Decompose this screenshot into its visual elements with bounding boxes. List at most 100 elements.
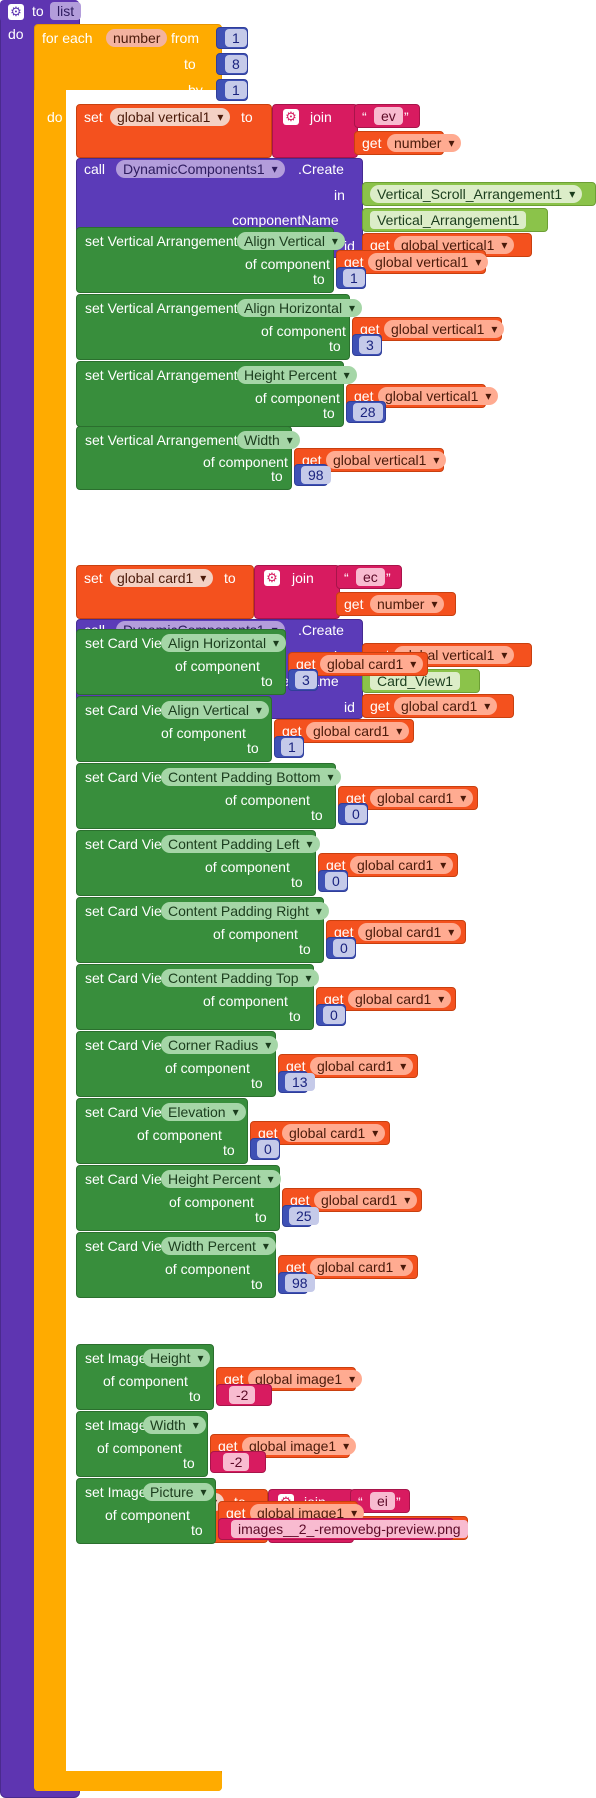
cv-content-padding-right-value-block[interactable]: 0	[326, 937, 356, 959]
cv-align-horizontal-value[interactable]: 3	[295, 671, 317, 689]
va-align-horizontal-property-dropdown[interactable]: Align Horizontal	[237, 299, 363, 317]
cv-content-padding-top-value-block[interactable]: 0	[316, 1004, 346, 1026]
cv-corner-radius-get-var-dropdown[interactable]: global card1	[310, 1057, 414, 1075]
scroll-arr-dropdown[interactable]: Vertical_Scroll_Arrangement1	[370, 185, 583, 203]
cv-content-padding-left-value[interactable]: 0	[325, 872, 347, 890]
text-ei-value[interactable]: ei	[370, 1492, 395, 1510]
cv-elevation-value-block[interactable]: 0	[250, 1138, 280, 1160]
cv-height-percent-get-var-dropdown[interactable]: global card1	[314, 1191, 418, 1209]
cv-width-percent-block[interactable]: set Card View.Width Percent of componentt…	[76, 1232, 276, 1298]
va-width-block[interactable]: set Vertical Arrangement.Width of compone…	[76, 426, 300, 490]
cv-content-padding-top-property-dropdown[interactable]: Content Padding Top	[161, 969, 319, 987]
img-picture-value[interactable]: images__2_-removebg-preview.png	[231, 1520, 468, 1538]
cv-align-horizontal-property-dropdown[interactable]: Align Horizontal	[161, 634, 287, 652]
vert-arr-name[interactable]: Vertical_Arrangement1	[370, 211, 527, 229]
cv-content-padding-left-get-var-dropdown[interactable]: global card1	[350, 856, 454, 874]
procedure-name-field[interactable]: list	[50, 2, 82, 20]
cv-corner-radius-value[interactable]: 13	[285, 1073, 315, 1091]
va-align-vertical-value[interactable]: 1	[343, 269, 365, 287]
cv-align-horizontal-value-block[interactable]: 3	[288, 669, 318, 691]
va-width-property-dropdown[interactable]: Width	[237, 431, 300, 449]
img-width-value-block[interactable]: -2	[210, 1451, 266, 1473]
loop-to-value[interactable]: 8	[225, 55, 247, 73]
img-picture-value-block[interactable]: images__2_-removebg-preview.png	[218, 1518, 468, 1540]
cv-height-percent-value[interactable]: 25	[289, 1207, 319, 1225]
img-height-value-block[interactable]: -2	[216, 1384, 272, 1406]
cv-content-padding-top-block[interactable]: set Card View.Content Padding Top of comp…	[76, 964, 319, 1030]
cv-content-padding-bottom-get-var-dropdown[interactable]: global card1	[370, 789, 474, 807]
img-height-property-dropdown[interactable]: Height	[143, 1349, 211, 1367]
img-picture-property-dropdown[interactable]: Picture	[143, 1483, 214, 1501]
cv-align-vertical-value-block[interactable]: 1	[274, 736, 304, 758]
card-view-name[interactable]: Card_View1	[370, 672, 461, 690]
va-height-percent-value[interactable]: 28	[353, 403, 383, 421]
vertical-var-dropdown[interactable]: global vertical1	[394, 236, 515, 254]
cv-content-padding-right-value[interactable]: 0	[333, 939, 355, 957]
va-height-percent-value-block[interactable]: 28	[346, 401, 386, 423]
loop-to-number-block[interactable]: 8	[216, 53, 248, 75]
cv-content-padding-right-property-dropdown[interactable]: Content Padding Right	[161, 902, 329, 920]
join-gear-icon[interactable]: ⚙	[264, 570, 280, 586]
cv-corner-radius-property-dropdown[interactable]: Corner Radius	[161, 1036, 279, 1054]
cv-content-padding-bottom-value[interactable]: 0	[345, 805, 367, 823]
card-var-dropdown[interactable]: global card1	[394, 697, 498, 715]
cv-elevation-get-var-dropdown[interactable]: global card1	[282, 1124, 386, 1142]
loop-from-value[interactable]: 1	[225, 29, 247, 47]
img-width-get-var-dropdown[interactable]: global image1	[242, 1437, 357, 1455]
cv-width-percent-value[interactable]: 98	[285, 1274, 315, 1292]
number-var-dropdown[interactable]: number	[387, 134, 462, 152]
cv-content-padding-right-get-var-dropdown[interactable]: global card1	[358, 923, 462, 941]
cv-align-vertical-get-var-dropdown[interactable]: global card1	[306, 722, 410, 740]
cv-height-percent-value-block[interactable]: 25	[282, 1205, 319, 1227]
cv-content-padding-bottom-value-block[interactable]: 0	[338, 803, 368, 825]
cv-height-percent-block[interactable]: set Card View.Height Percent of component…	[76, 1165, 281, 1231]
img-width-value[interactable]: -2	[223, 1453, 250, 1471]
va-height-percent-block[interactable]: set Vertical Arrangement.Height Percent o…	[76, 361, 357, 427]
cv-content-padding-bottom-block[interactable]: set Card View.Content Padding Bottom of c…	[76, 763, 341, 829]
cv-width-percent-value-block[interactable]: 98	[278, 1272, 315, 1294]
va-align-vertical-get-var-dropdown[interactable]: global vertical1	[368, 253, 489, 271]
cv-align-vertical-value[interactable]: 1	[281, 738, 303, 756]
va-align-horizontal-get-var-dropdown[interactable]: global vertical1	[384, 320, 505, 338]
cv-elevation-property-dropdown[interactable]: Elevation	[161, 1103, 246, 1121]
loop-variable-field[interactable]: number	[106, 29, 168, 47]
va-align-vertical-property-dropdown[interactable]: Align Vertical	[237, 232, 345, 250]
va-align-horizontal-value[interactable]: 3	[359, 336, 381, 354]
va-align-vertical-value-block[interactable]: 1	[336, 267, 366, 289]
loop-from-number-block[interactable]: 1	[216, 27, 248, 49]
va-align-horizontal-block[interactable]: set Vertical Arrangement. Align Horizonta…	[76, 294, 363, 360]
cv-align-horizontal-get-var-dropdown[interactable]: global card1	[320, 655, 424, 673]
dyn-component-dropdown[interactable]: DynamicComponents1	[116, 160, 285, 178]
img-height-get-var-dropdown[interactable]: global image1	[248, 1370, 363, 1388]
cv-content-padding-right-block[interactable]: set Card View.Content Padding Right of co…	[76, 897, 329, 963]
procedure-gear-icon[interactable]: ⚙	[8, 4, 24, 20]
cv-corner-radius-block[interactable]: set Card View.Corner Radius of componentt…	[76, 1031, 279, 1097]
va-width-get-var-dropdown[interactable]: global vertical1	[326, 451, 447, 469]
text-ec-value[interactable]: ec	[356, 568, 385, 586]
cv-content-padding-top-value[interactable]: 0	[323, 1006, 345, 1024]
img-picture-get-var-dropdown[interactable]: global image1	[250, 1504, 365, 1522]
join-gear-icon[interactable]: ⚙	[283, 109, 299, 125]
cv-content-padding-left-property-dropdown[interactable]: Content Padding Left	[161, 835, 320, 853]
cv-align-vertical-block[interactable]: set Card View.Align Vertical of component…	[76, 696, 272, 762]
loop-by-number-block[interactable]: 1	[216, 79, 248, 101]
cv-height-percent-property-dropdown[interactable]: Height Percent	[161, 1170, 281, 1188]
vertical-var-dropdown[interactable]: global vertical1	[110, 108, 231, 126]
cv-corner-radius-value-block[interactable]: 13	[278, 1071, 315, 1093]
cv-content-padding-left-value-block[interactable]: 0	[318, 870, 348, 892]
va-align-vertical-block[interactable]: set Vertical Arrangement.Align Vertical o…	[76, 227, 345, 293]
text-ev-value[interactable]: ev	[374, 107, 403, 125]
va-height-percent-get-var-dropdown[interactable]: global vertical1	[378, 387, 499, 405]
cv-width-percent-property-dropdown[interactable]: Width Percent	[161, 1237, 276, 1255]
va-width-value-block[interactable]: 98	[294, 464, 331, 486]
cv-content-padding-bottom-property-dropdown[interactable]: Content Padding Bottom	[161, 768, 341, 786]
img-width-property-dropdown[interactable]: Width	[143, 1416, 206, 1434]
cv-align-vertical-property-dropdown[interactable]: Align Vertical	[161, 701, 269, 719]
card-var-dropdown[interactable]: global card1	[110, 569, 214, 587]
cv-width-percent-get-var-dropdown[interactable]: global card1	[310, 1258, 414, 1276]
va-align-horizontal-value-block[interactable]: 3	[352, 334, 382, 356]
